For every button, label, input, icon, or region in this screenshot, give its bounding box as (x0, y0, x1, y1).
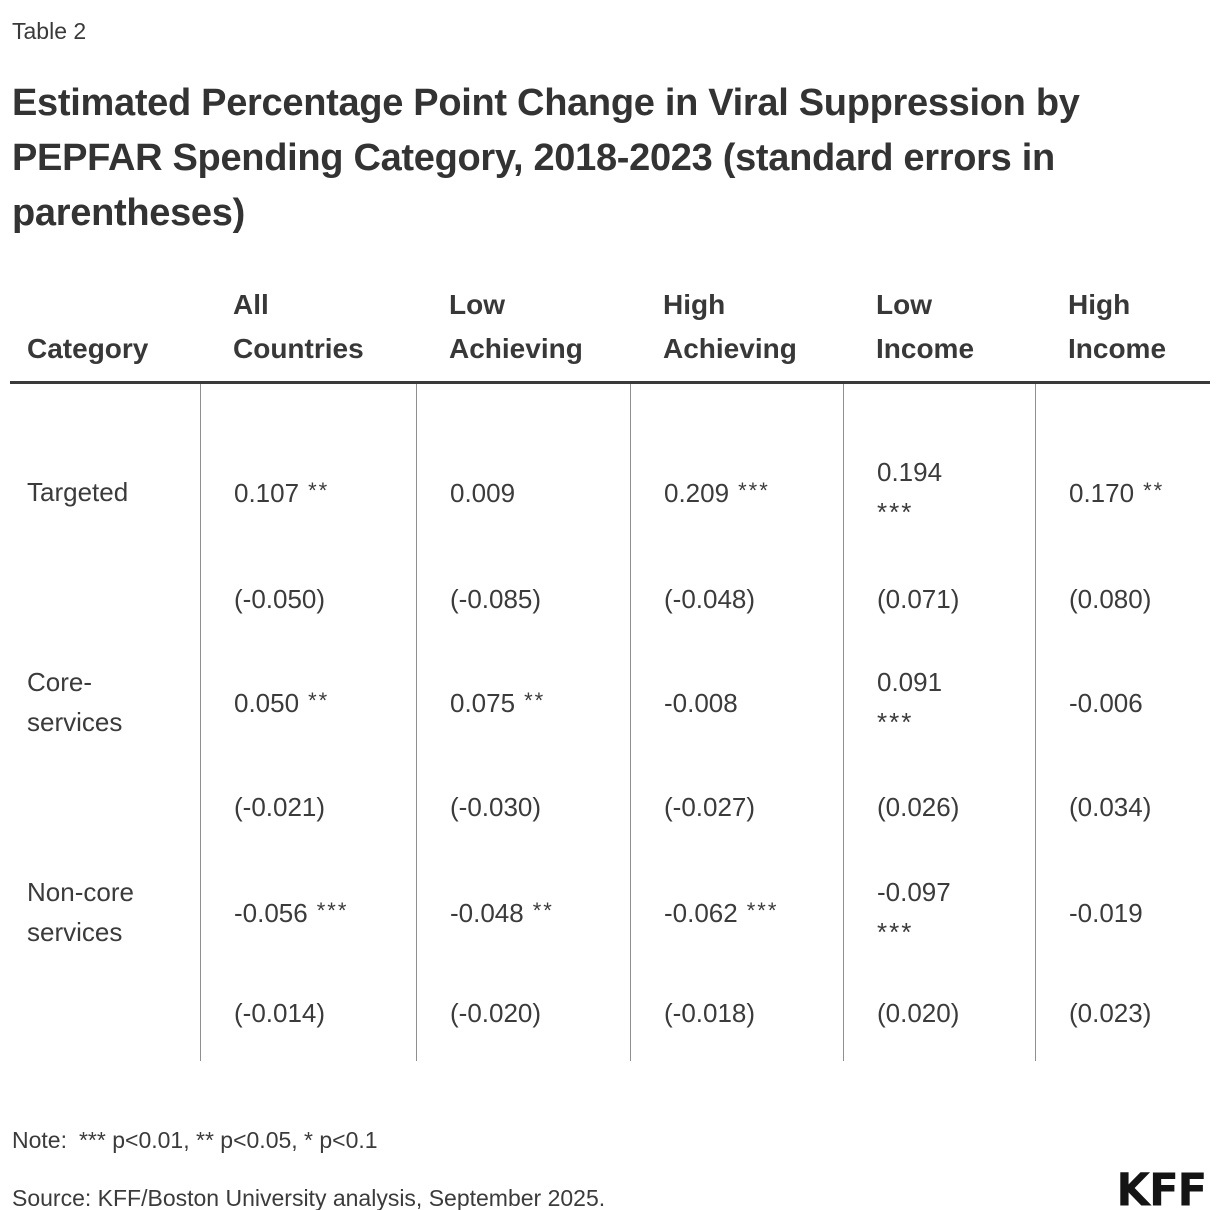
table-cell-estimate: 0.075 ** (416, 649, 630, 754)
estimate-value: 0.209 (664, 477, 730, 508)
table-cell-estimate: -0.019 (1035, 859, 1210, 964)
row-label-targeted: Targeted (27, 476, 129, 507)
estimate-value: -0.006 (1069, 687, 1143, 718)
table-cell-std-error: (-0.027) (630, 754, 843, 859)
significance-note: Note: *** p<0.01, ** p<0.05, * p<0.1 (12, 1125, 1212, 1155)
estimate-value: 0.170 (1069, 477, 1135, 508)
table-cell-estimate: 0.009 (416, 384, 630, 549)
table-cell-std-error: (0.026) (843, 754, 1035, 859)
column-header-all-countries: All Countries (233, 289, 364, 364)
estimate-value: 0.009 (450, 477, 516, 508)
significance-stars: *** (746, 897, 779, 923)
table-cell-std-error: (-0.050) (200, 549, 416, 649)
estimate-value: -0.056 (234, 897, 308, 928)
table-cell-estimate: -0.056 *** (200, 859, 416, 964)
column-header-high-achieving: High Achieving (663, 289, 797, 364)
column-header-low-achieving: Low Achieving (449, 289, 583, 364)
table-cell-std-error: (0.020) (843, 964, 1035, 1061)
table-cell-estimate: -0.006 (1035, 649, 1210, 754)
estimate-value: 0.194 (877, 456, 943, 487)
table-cell-estimate: 0.170 ** (1035, 384, 1210, 549)
column-header-low-income: Low Income (876, 289, 975, 364)
significance-stars: *** (877, 496, 914, 527)
table-cell-std-error: (-0.085) (416, 549, 630, 649)
significance-stars: ** (308, 477, 330, 503)
row-label-core-services: Core-services (27, 666, 123, 737)
estimate-value: 0.050 (234, 687, 300, 718)
kff-logo: KFF (1116, 1163, 1207, 1210)
column-header-high-income: High Income (1068, 289, 1167, 364)
estimate-value: 0.091 (877, 666, 943, 697)
source-attribution: Source: KFF/Boston University analysis, … (12, 1185, 606, 1210)
estimate-value: -0.062 (664, 897, 738, 928)
significance-stars: *** (316, 897, 349, 923)
table-cell-std-error: (-0.014) (200, 964, 416, 1061)
table-cell-std-error: (-0.018) (630, 964, 843, 1061)
table-cell-estimate: -0.008 (630, 649, 843, 754)
table-cell-estimate: 0.194 *** (843, 384, 1035, 549)
estimate-value: -0.008 (664, 687, 738, 718)
significance-stars: *** (877, 916, 914, 947)
significance-stars: ** (308, 687, 330, 713)
significance-stars: ** (1143, 477, 1165, 503)
table-cell-estimate: -0.097 *** (843, 859, 1035, 964)
table-cell-empty (10, 549, 200, 649)
table-cell-estimate: 0.209 *** (630, 384, 843, 549)
table-cell-empty (10, 754, 200, 859)
significance-stars: ** (532, 897, 554, 923)
estimate-value: -0.019 (1069, 897, 1143, 928)
estimate-value: -0.048 (450, 897, 524, 928)
estimate-value: -0.097 (877, 876, 951, 907)
table-cell-std-error: (-0.030) (416, 754, 630, 859)
significance-stars: ** (524, 687, 546, 713)
estimate-value: 0.075 (450, 687, 516, 718)
table-cell-estimate: -0.048 ** (416, 859, 630, 964)
significance-stars: *** (738, 477, 770, 503)
table-cell-estimate: 0.050 ** (200, 649, 416, 754)
column-header-category: Category (27, 333, 149, 364)
footer: Source: KFF/Boston University analysis, … (12, 1163, 1212, 1210)
estimate-value: 0.107 (234, 477, 300, 508)
table-cell-estimate: 0.107 ** (200, 384, 416, 549)
table-cell-std-error: (0.080) (1035, 549, 1210, 649)
table-cell-estimate: -0.062 *** (630, 859, 843, 964)
table-cell-std-error: (0.071) (843, 549, 1035, 649)
row-label-non-core-services: Non-core services (27, 876, 134, 947)
significance-stars: *** (877, 706, 914, 737)
table-cell-std-error: (-0.021) (200, 754, 416, 859)
table-cell-std-error: (-0.048) (630, 549, 843, 649)
table-body: Targeted 0.107 ** 0.009 0.209 *** 0.194 ***… (10, 384, 1210, 1061)
note-label: Note: (12, 1127, 67, 1153)
table-cell-std-error: (0.023) (1035, 964, 1210, 1061)
table-number-label: Table 2 (12, 18, 87, 44)
table-cell-std-error: (0.034) (1035, 754, 1210, 859)
note-text: *** p<0.01, ** p<0.05, * p<0.1 (78, 1127, 378, 1153)
table-cell-estimate: 0.091 *** (843, 649, 1035, 754)
table-cell-empty (10, 964, 200, 1061)
figure-title: Estimated Percentage Point Change in Vir… (12, 82, 1080, 234)
table-cell-std-error: (-0.020) (416, 964, 630, 1061)
table-header-row: Category All Countries Low Achieving Hig… (10, 281, 1210, 384)
